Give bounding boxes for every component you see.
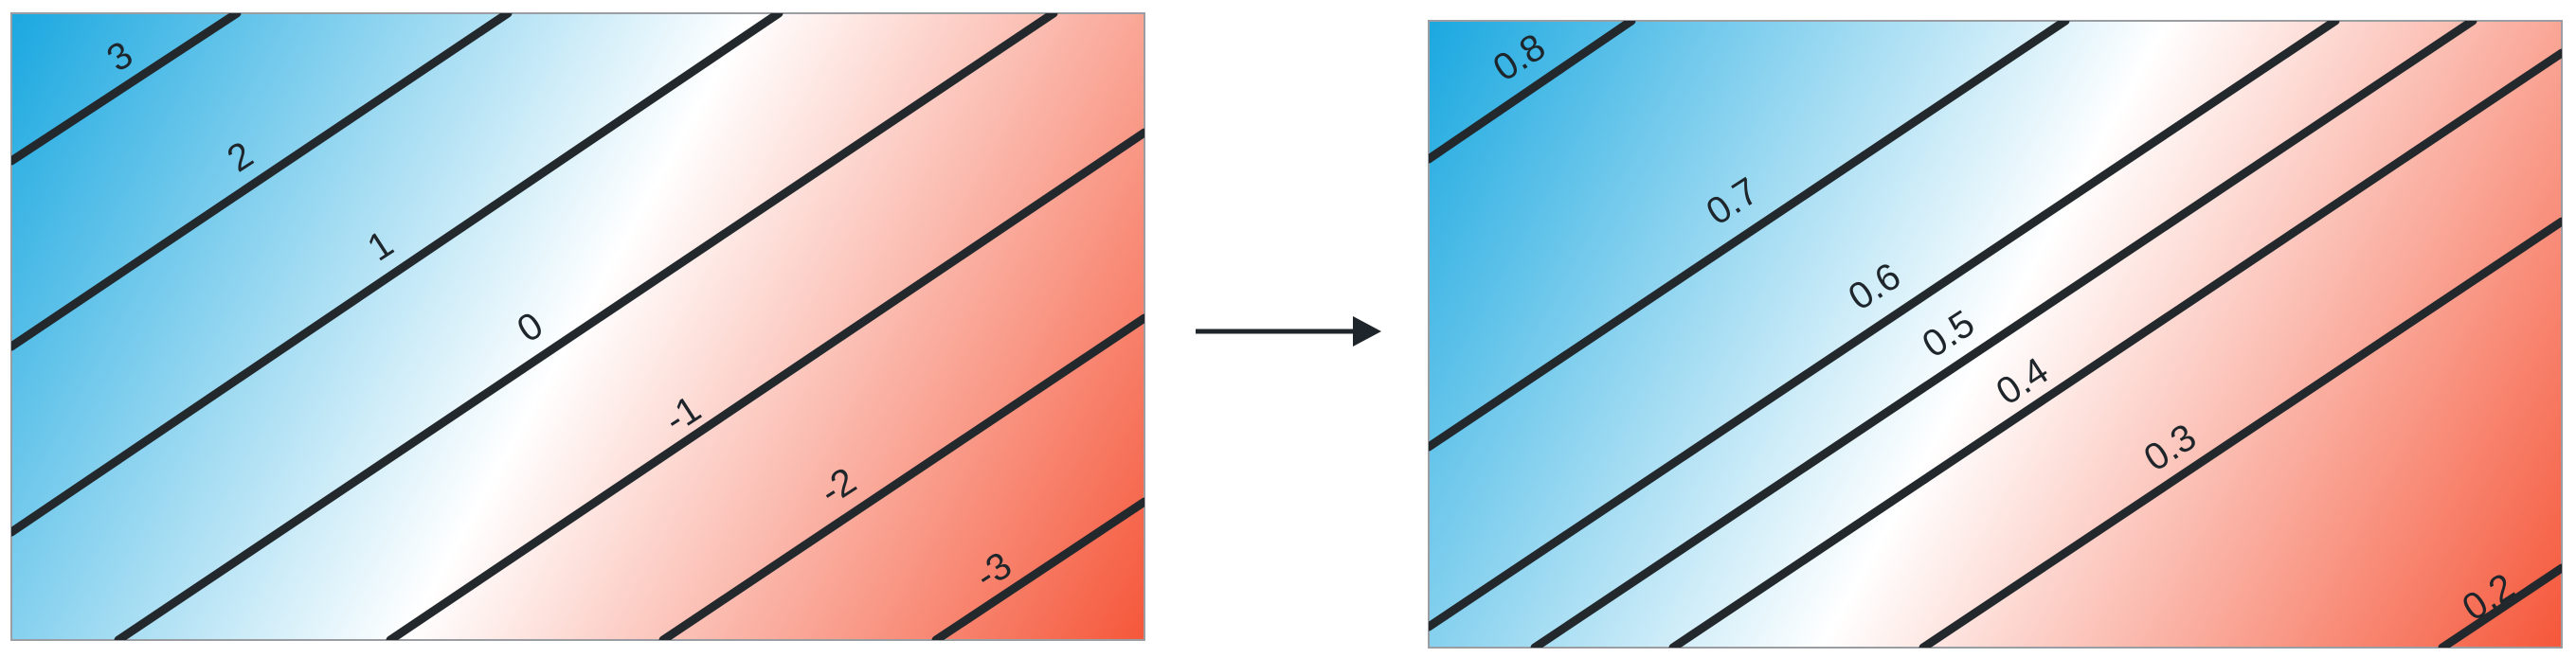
contour-line	[1429, 21, 2070, 452]
contour-line	[2438, 563, 2562, 648]
right-arrow-icon	[1196, 316, 1381, 347]
contour-line	[1429, 21, 1636, 164]
contour-line	[386, 128, 1144, 640]
contour-line	[11, 13, 513, 351]
left-contour-panel: 3 2 1 0 -1 -2 -3	[10, 12, 1145, 641]
contour-line	[658, 313, 1144, 640]
contour-line	[931, 497, 1144, 640]
right-contour-lines	[1429, 21, 2562, 648]
contour-line	[1918, 217, 2562, 648]
right-plot-background	[1428, 20, 2563, 649]
right-contour-panel: 0.8 0.7 0.6 0.5 0.4 0.3 0.2	[1428, 20, 2563, 649]
arrow-head	[1353, 316, 1381, 347]
contour-line	[11, 13, 242, 166]
contour-line	[11, 13, 784, 537]
left-contour-lines	[11, 13, 1144, 640]
contour-line	[1530, 21, 2477, 648]
contour-line	[114, 13, 1058, 640]
contour-line	[1429, 21, 2340, 631]
contour-line	[1668, 48, 2562, 648]
left-plot-background	[10, 12, 1145, 641]
